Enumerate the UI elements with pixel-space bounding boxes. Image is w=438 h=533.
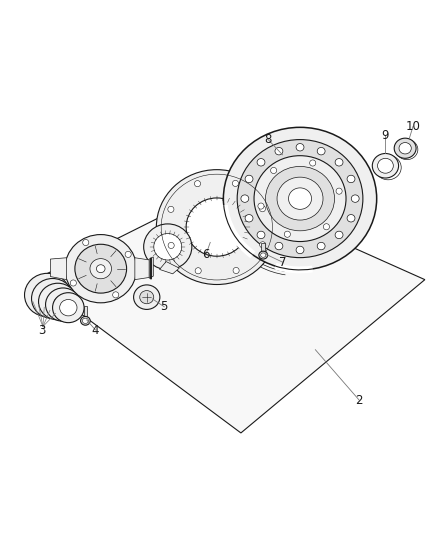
Text: 3: 3: [38, 324, 45, 336]
Text: 2: 2: [355, 393, 363, 407]
Ellipse shape: [275, 243, 283, 250]
Ellipse shape: [223, 127, 377, 270]
Ellipse shape: [82, 318, 88, 324]
Ellipse shape: [271, 167, 277, 174]
Ellipse shape: [317, 243, 325, 250]
Ellipse shape: [241, 195, 249, 203]
Polygon shape: [135, 258, 149, 280]
Ellipse shape: [284, 231, 290, 237]
Text: 9: 9: [381, 128, 389, 142]
Ellipse shape: [144, 224, 192, 270]
Ellipse shape: [257, 231, 265, 239]
Ellipse shape: [60, 300, 77, 316]
Ellipse shape: [233, 268, 239, 273]
Ellipse shape: [378, 158, 393, 173]
Ellipse shape: [70, 280, 76, 286]
Ellipse shape: [275, 148, 283, 155]
Ellipse shape: [53, 293, 84, 322]
Text: 7: 7: [279, 256, 286, 269]
Polygon shape: [84, 306, 87, 319]
Ellipse shape: [35, 283, 60, 307]
Ellipse shape: [53, 295, 73, 314]
Text: 4: 4: [92, 324, 99, 336]
Ellipse shape: [125, 252, 131, 257]
Ellipse shape: [259, 206, 265, 212]
Ellipse shape: [233, 180, 239, 187]
Ellipse shape: [113, 292, 119, 298]
Ellipse shape: [156, 169, 277, 285]
Text: 6: 6: [202, 248, 210, 261]
Ellipse shape: [90, 259, 112, 279]
Polygon shape: [35, 188, 425, 433]
Ellipse shape: [317, 148, 325, 155]
Polygon shape: [149, 257, 153, 278]
Ellipse shape: [257, 159, 265, 166]
Ellipse shape: [154, 233, 182, 260]
Ellipse shape: [96, 265, 105, 273]
Ellipse shape: [258, 203, 264, 209]
Ellipse shape: [245, 215, 253, 222]
Ellipse shape: [335, 231, 343, 239]
Ellipse shape: [32, 279, 74, 318]
Ellipse shape: [237, 140, 363, 257]
Ellipse shape: [347, 215, 355, 222]
Ellipse shape: [195, 268, 201, 274]
Polygon shape: [159, 262, 179, 274]
Ellipse shape: [194, 181, 201, 187]
Ellipse shape: [296, 143, 304, 151]
Ellipse shape: [399, 142, 411, 154]
Ellipse shape: [25, 273, 70, 317]
Ellipse shape: [289, 188, 311, 209]
Text: 5: 5: [161, 300, 168, 313]
Ellipse shape: [134, 285, 160, 310]
Ellipse shape: [186, 198, 247, 256]
Ellipse shape: [140, 290, 154, 304]
Ellipse shape: [347, 175, 355, 183]
Ellipse shape: [296, 246, 304, 254]
Ellipse shape: [335, 159, 343, 166]
Ellipse shape: [168, 243, 174, 248]
Polygon shape: [50, 258, 67, 280]
Ellipse shape: [81, 317, 90, 325]
Ellipse shape: [254, 156, 346, 241]
Ellipse shape: [260, 242, 266, 248]
Ellipse shape: [394, 138, 416, 158]
Ellipse shape: [261, 253, 266, 257]
Ellipse shape: [259, 251, 268, 259]
Ellipse shape: [351, 195, 359, 203]
Ellipse shape: [75, 244, 127, 293]
Ellipse shape: [310, 160, 316, 166]
Ellipse shape: [39, 283, 77, 320]
Ellipse shape: [336, 188, 342, 194]
Polygon shape: [261, 243, 265, 253]
Ellipse shape: [46, 288, 81, 321]
Ellipse shape: [277, 177, 323, 220]
Ellipse shape: [372, 154, 399, 178]
Ellipse shape: [168, 206, 174, 213]
Ellipse shape: [265, 166, 335, 231]
Text: 8: 8: [265, 133, 272, 146]
Ellipse shape: [323, 224, 329, 230]
Ellipse shape: [47, 292, 68, 312]
Text: 10: 10: [406, 120, 420, 133]
Ellipse shape: [65, 235, 137, 303]
Ellipse shape: [41, 287, 64, 309]
Ellipse shape: [245, 175, 253, 183]
Ellipse shape: [83, 239, 89, 246]
